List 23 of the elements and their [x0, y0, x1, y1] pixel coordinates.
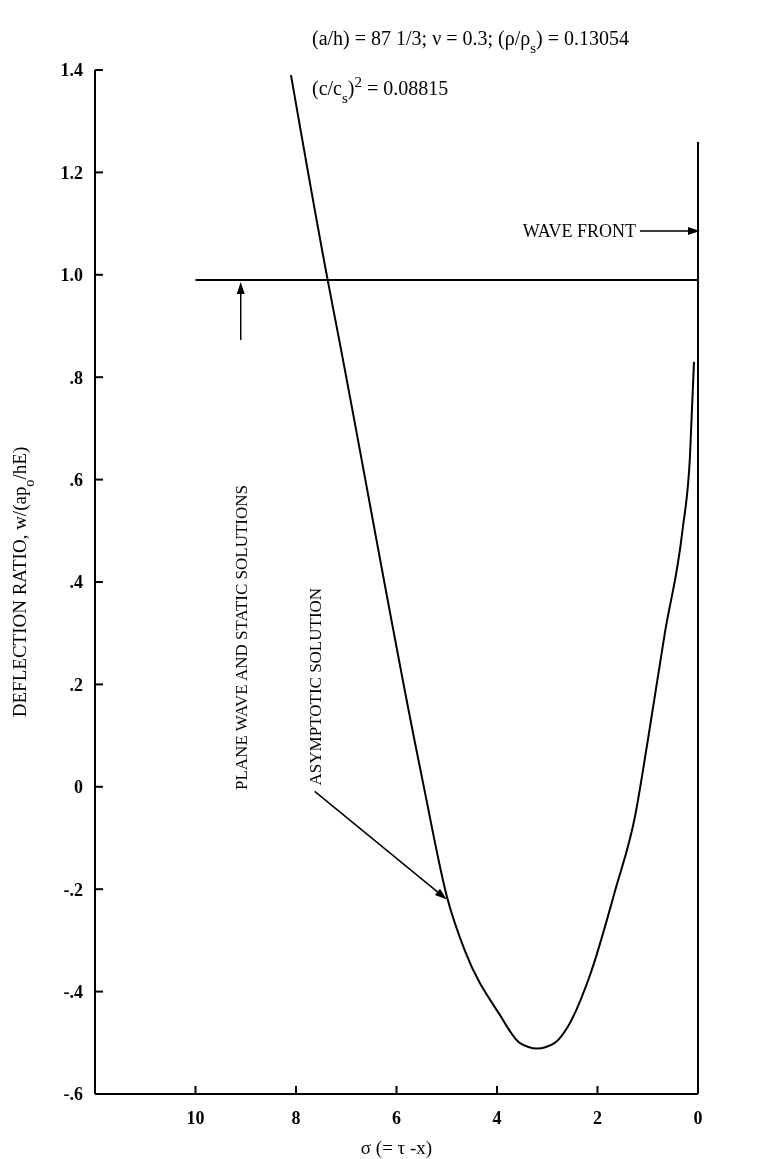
y-tick-label: .4	[69, 572, 83, 593]
annotation: PLANE WAVE AND STATIC SOLUTIONS	[231, 485, 251, 790]
y-tick-label: .2	[69, 674, 83, 695]
y-tick-label: 0	[74, 777, 83, 798]
text: (a/h) = 87 1/3; ν = 0.3; (ρ/ρ$_{s}$) = 0.13054	[312, 27, 629, 56]
y-tick-label: 1.2	[60, 162, 83, 183]
x-tick-label: 8	[291, 1108, 301, 1128]
annotation: ASYMPTOTIC SOLUTION	[305, 587, 325, 786]
y-tick-label: 1.4	[60, 60, 83, 81]
y-tick-label: -.4	[63, 981, 83, 1002]
annotation: (c/c$_{s}$)$^{2}$ = 0.08815	[312, 74, 449, 106]
y-tick-label: .6	[69, 469, 83, 490]
x-tick-label: 0	[693, 1108, 703, 1128]
x-tick-label: 6	[392, 1108, 401, 1128]
x-tick-label: 10	[186, 1108, 205, 1128]
y-tick-label: .8	[69, 367, 83, 388]
y-tick-label: -.6	[63, 1084, 83, 1105]
y-tick-label: -.2	[63, 879, 83, 900]
x-tick-label: 2	[593, 1108, 602, 1128]
x-tick-label: 4	[492, 1108, 502, 1128]
x-axis-title: σ (= τ -x)	[360, 1137, 433, 1159]
y-tick-label: 1.0	[60, 265, 83, 286]
ref-line-label: WAVE FRONT	[522, 221, 636, 241]
